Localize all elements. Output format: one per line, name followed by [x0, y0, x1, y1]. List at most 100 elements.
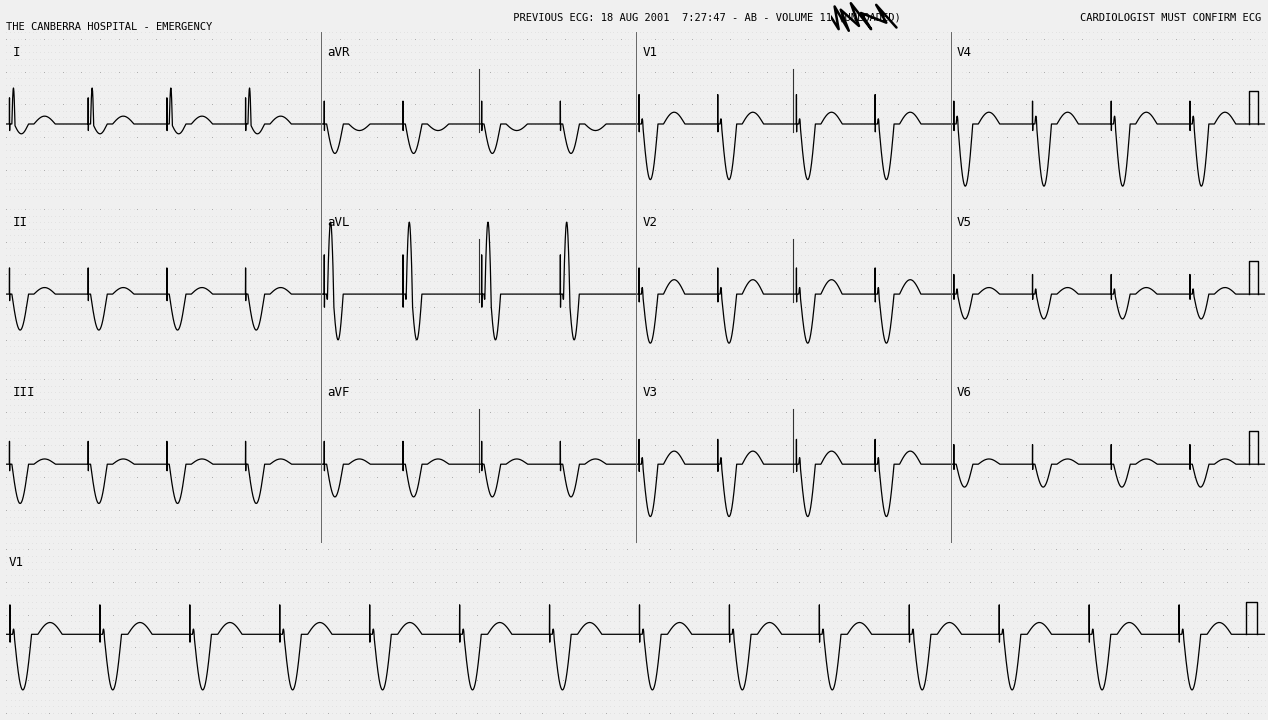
- Point: [217, 413, 237, 424]
- Point: [1023, 485, 1044, 496]
- Point: [637, 243, 657, 254]
- Point: [4, 387, 24, 398]
- Point: [117, 86, 137, 97]
- Point: [1110, 197, 1130, 208]
- Point: [446, 537, 467, 549]
- Point: [962, 118, 983, 130]
- Point: [425, 582, 445, 594]
- Point: [393, 387, 413, 398]
- Point: [454, 426, 474, 437]
- Point: [285, 92, 306, 104]
- Point: [596, 217, 616, 228]
- Point: [659, 230, 680, 241]
- Point: [1071, 118, 1092, 130]
- Point: [199, 249, 219, 261]
- Point: [661, 675, 681, 686]
- Point: [738, 190, 758, 202]
- Point: [203, 524, 223, 536]
- Point: [184, 210, 204, 221]
- Point: [270, 256, 290, 267]
- Point: [553, 544, 573, 555]
- Point: [1200, 478, 1220, 490]
- Point: [1217, 491, 1238, 503]
- Point: [0, 374, 16, 385]
- Point: [103, 694, 123, 706]
- Point: [618, 701, 638, 712]
- Point: [1019, 654, 1040, 666]
- Point: [307, 446, 327, 457]
- Point: [784, 557, 804, 568]
- Point: [801, 151, 822, 163]
- Point: [637, 531, 657, 542]
- Point: [820, 131, 841, 143]
- Point: [517, 105, 538, 117]
- Point: [836, 589, 856, 600]
- Point: [888, 66, 908, 78]
- Point: [1255, 53, 1268, 64]
- Point: [232, 380, 252, 392]
- Point: [866, 308, 886, 320]
- Point: [483, 145, 503, 156]
- Point: [241, 629, 261, 640]
- Point: [236, 465, 256, 477]
- Point: [90, 498, 110, 509]
- Point: [848, 688, 869, 699]
- Point: [1255, 92, 1268, 104]
- Point: [373, 616, 393, 627]
- Point: [870, 138, 890, 149]
- Point: [356, 635, 377, 647]
- Point: [942, 688, 962, 699]
- Point: [625, 517, 645, 528]
- Point: [1146, 46, 1167, 58]
- Point: [776, 432, 796, 444]
- Point: [682, 380, 702, 392]
- Point: [27, 478, 47, 490]
- Point: [791, 334, 812, 346]
- Point: [904, 557, 924, 568]
- Point: [1075, 603, 1096, 614]
- Point: [1236, 360, 1257, 372]
- Point: [554, 53, 574, 64]
- Point: [203, 438, 223, 450]
- Point: [169, 20, 189, 32]
- Point: [997, 177, 1017, 189]
- Point: [1068, 230, 1088, 241]
- Point: [424, 374, 444, 385]
- Point: [609, 589, 629, 600]
- Point: [784, 498, 804, 509]
- Point: [4, 92, 24, 104]
- Point: [108, 688, 128, 699]
- Point: [1071, 197, 1092, 208]
- Point: [1169, 576, 1189, 588]
- Point: [205, 570, 226, 581]
- Point: [360, 334, 380, 346]
- Point: [1252, 20, 1268, 32]
- Point: [153, 367, 174, 379]
- Point: [633, 321, 653, 333]
- Point: [832, 491, 852, 503]
- Point: [1203, 707, 1224, 719]
- Point: [1153, 616, 1173, 627]
- Point: [929, 295, 950, 307]
- Point: [910, 524, 931, 536]
- Point: [866, 374, 886, 385]
- Point: [544, 550, 564, 562]
- Point: [255, 184, 275, 195]
- Point: [761, 125, 781, 136]
- Point: [908, 609, 928, 621]
- Point: [278, 446, 298, 457]
- Point: [776, 27, 796, 38]
- Point: [517, 341, 538, 352]
- Point: [1248, 112, 1268, 123]
- Point: [596, 701, 616, 712]
- Point: [314, 177, 335, 189]
- Point: [101, 374, 122, 385]
- Point: [592, 510, 612, 522]
- Point: [942, 544, 962, 555]
- Point: [839, 661, 860, 672]
- Point: [671, 315, 691, 326]
- Point: [1238, 576, 1258, 588]
- Point: [52, 302, 72, 313]
- Point: [727, 197, 747, 208]
- Point: [1060, 302, 1080, 313]
